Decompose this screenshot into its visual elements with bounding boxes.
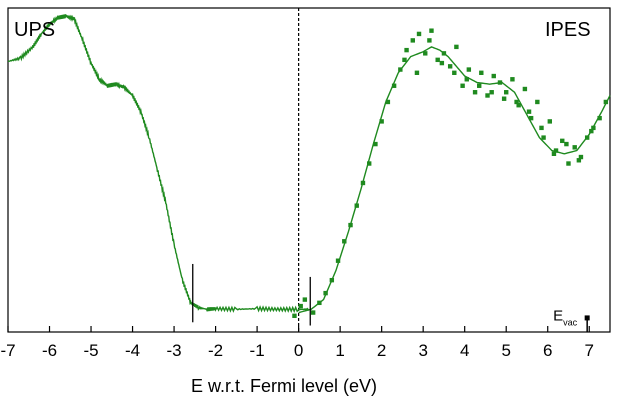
ipes-data-point: [435, 57, 440, 63]
ipes-data-point: [501, 96, 507, 101]
ipes-data-point: [464, 77, 469, 82]
x-axis-ticks: [7, 326, 590, 332]
ipes-data-point: [360, 180, 366, 186]
ipes-data-point: [528, 115, 534, 121]
ipes-data-point: [526, 109, 532, 114]
ipes-data-point: [367, 161, 372, 166]
ipes-data-point: [564, 141, 569, 147]
series-group: [7, 14, 611, 318]
x-tick-label: 1: [335, 341, 344, 360]
ipes-data-point: [472, 90, 478, 95]
onset-markers: [192, 263, 311, 326]
ipes-data-point: [354, 203, 359, 208]
evac-label: E: [553, 307, 563, 324]
ipes-data-point: [302, 297, 308, 302]
x-axis-tick-labels: -7 -6 -5 -4 -3 -2 -1 0 1 2 3 4 5 6 7: [0, 341, 594, 360]
x-axis-title: E w.r.t. Fermi level (eV): [191, 376, 377, 396]
ipes-data-point: [510, 77, 515, 82]
ipes-data-point: [566, 161, 571, 166]
ipes-data-point: [489, 90, 494, 95]
ipes-data-point: [414, 70, 420, 75]
ipes-data-point: [504, 90, 509, 95]
evac-cap: [584, 315, 590, 321]
ipes-data-point: [597, 115, 602, 121]
x-tick-label: -4: [125, 341, 140, 360]
ipes-data-point: [479, 70, 484, 75]
ipes-data-point: [466, 67, 472, 72]
ipes-data-point: [317, 300, 322, 306]
ipes-data-point: [589, 128, 594, 134]
ipes-data-point: [485, 93, 490, 98]
ipes-data-point: [429, 28, 434, 33]
ipes-data-point: [447, 64, 453, 69]
ipes-data-point: [497, 80, 503, 85]
ipes-data-point: [454, 44, 459, 50]
x-tick-label: 6: [543, 341, 552, 360]
ipes-data-point: [584, 135, 590, 140]
ipes-data-point: [410, 38, 415, 43]
ipes-data-point: [416, 31, 422, 37]
ipes-data-point: [379, 119, 384, 124]
ipes-data-point: [423, 51, 428, 56]
x-tick-label: 4: [460, 341, 469, 360]
ipes-data-point: [348, 222, 353, 228]
ipes-data-point: [373, 141, 378, 147]
ipes-data-point: [572, 145, 577, 150]
ipes-data-point: [560, 138, 565, 144]
ipes-data-point: [603, 99, 609, 105]
ipes-data-point: [578, 154, 584, 160]
x-tick-label: -7: [0, 341, 15, 360]
evac-subscript: vac: [563, 317, 578, 327]
ipes-data-point: [591, 125, 596, 131]
ipes-data-point: [391, 83, 397, 88]
ipes-data-point: [553, 148, 559, 153]
ipes-data-point: [491, 73, 496, 79]
x-tick-label: -6: [42, 341, 57, 360]
x-tick-label: -5: [83, 341, 98, 360]
ipes-data-point: [541, 135, 546, 140]
x-tick-label: -3: [167, 341, 182, 360]
ipes-data-point: [551, 151, 557, 156]
ipes-data-point: [547, 119, 552, 124]
ipes-data-point: [576, 158, 582, 163]
x-tick-label: 5: [501, 341, 510, 360]
x-tick-label: 2: [377, 341, 386, 360]
x-tick-label: 0: [294, 341, 303, 360]
ipes-data-point: [398, 67, 403, 72]
ipes-data-point: [441, 51, 447, 56]
ipes-data-point: [404, 47, 409, 53]
ipes-data-point: [539, 125, 544, 131]
ipes-data-point: [514, 99, 519, 105]
ipes-data-point: [342, 239, 347, 244]
ipes-label: IPES: [545, 19, 591, 41]
ipes-data-point: [439, 60, 445, 66]
x-tick-label: -1: [250, 341, 265, 360]
ipes-data-point: [452, 70, 457, 75]
ups-line: [7, 14, 310, 314]
ups-label: UPS: [14, 19, 55, 41]
x-tick-label: 7: [585, 341, 594, 360]
ipes-data-point: [310, 310, 316, 315]
ipes-data-point: [335, 258, 341, 263]
ipes-data-point: [427, 38, 432, 43]
ipes-data-point: [292, 313, 297, 318]
ipes-data-point: [460, 83, 465, 88]
ipes-data-point: [298, 303, 303, 309]
ipes-data-point: [402, 57, 407, 63]
ipes-data-point: [516, 103, 521, 108]
x-tick-label: 3: [418, 341, 427, 360]
ipes-data-point: [385, 99, 391, 105]
ipes-data-point: [522, 86, 528, 92]
ipes-fit-line: [298, 46, 611, 314]
x-tick-label: -2: [208, 341, 223, 360]
ipes-data-point: [477, 83, 482, 88]
plot-frame: [7, 7, 611, 333]
ipes-data-point: [329, 277, 335, 283]
ipes-data-point: [535, 99, 540, 105]
ipes-data-point: [323, 290, 328, 296]
